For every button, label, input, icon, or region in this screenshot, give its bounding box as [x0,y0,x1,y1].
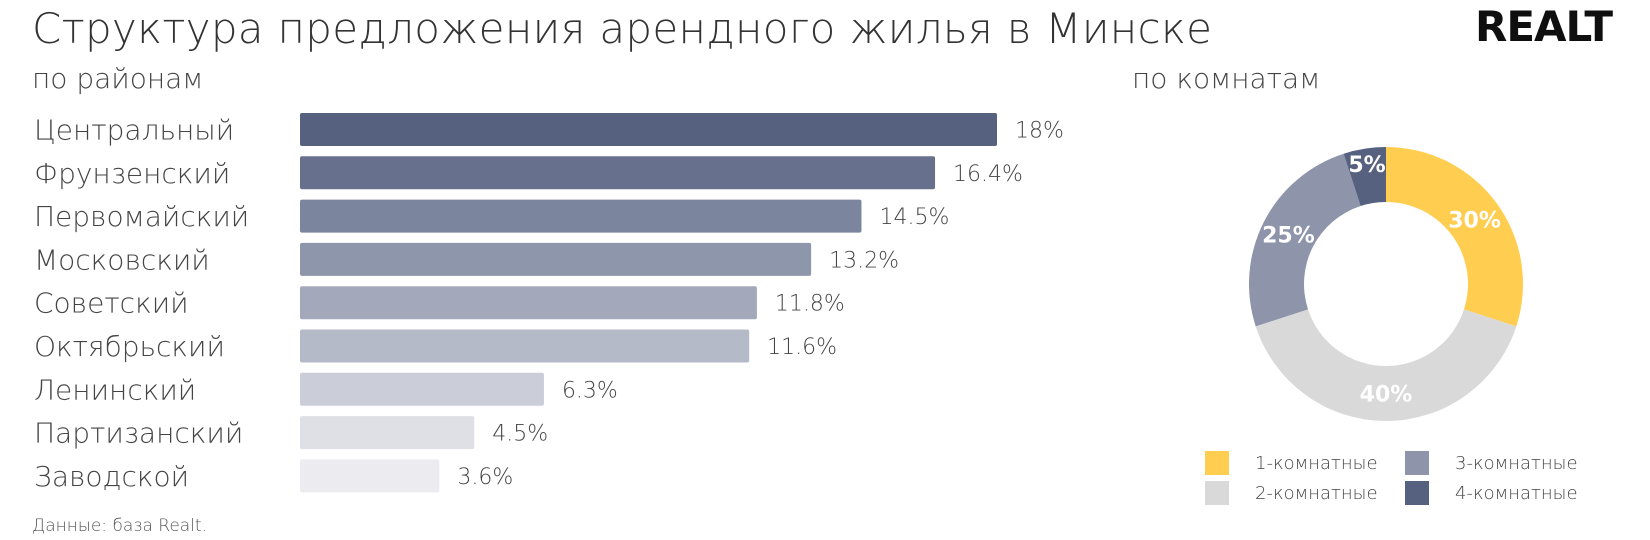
district-value-label: 13.2% [829,248,899,273]
district-label: Партизанский [34,417,243,450]
legend-swatch-3-room [1405,451,1429,475]
donut-slice [1249,153,1361,327]
data-source-note: Данные: база Realt. [32,516,207,536]
district-value-label: 4.5% [492,422,548,447]
district-label: Ленинский [34,373,196,406]
district-bar [300,286,757,320]
district-bar [300,329,750,363]
realt-logo: REALT [1475,2,1613,51]
district-bar [300,113,997,146]
donut-value-label: 30% [1448,209,1501,234]
district-bar [300,372,544,406]
legend-swatch-4-room [1405,481,1429,505]
district-bar [300,199,862,233]
district-label: Заводской [34,460,189,493]
legend-label-3-room: 3-комнатные [1455,452,1578,474]
legend-label-4-room: 4-комнатные [1455,482,1578,504]
district-bar [300,242,812,276]
legend-item-3-room: 3-комнатные [1405,450,1578,476]
districts-subtitle: по районам [32,62,204,95]
legend-swatch-1-room [1205,451,1229,475]
district-value-label: 11.6% [767,335,837,360]
donut-value-label: 5% [1348,153,1385,178]
district-value-label: 3.6% [457,465,513,490]
district-label: Московский [34,243,210,276]
district-bar-chart: Центральный 18% Фрунзенский 16.4% Первомайск… [34,113,1064,493]
donut-slice [1343,147,1386,207]
legend-swatch-2-room [1205,481,1229,505]
district-label: Первомайский [34,200,249,233]
legend-item-4-room: 4-комнатные [1405,480,1578,506]
rooms-legend: 1-комнатные 2-комнатные 3-комнатные 4-ко… [1205,450,1635,510]
donut-value-label: 40% [1360,383,1413,408]
district-label: Фрунзенский [34,157,230,190]
district-value-label: 14.5% [879,205,949,230]
district-bar [300,459,440,493]
district-label: Октябрьский [34,330,225,363]
district-bar [300,416,475,450]
legend-item-1-room: 1-комнатные [1205,450,1378,476]
district-value-label: 11.8% [775,292,845,317]
legend-label-1-room: 1-комнатные [1255,452,1378,474]
chart-title: Структура предложения арендного жилья в … [32,4,1213,53]
legend-item-2-room: 2-комнатные [1205,480,1378,506]
district-bar [300,156,936,190]
district-label: Советский [34,287,189,320]
donut-slice [1255,309,1517,422]
district-value-label: 18% [1015,119,1064,144]
donut-value-label: 25% [1262,223,1315,248]
legend-label-2-room: 2-комнатные [1255,482,1378,504]
district-value-label: 16.4% [953,162,1023,187]
district-value-label: 6.3% [562,378,618,403]
district-label: Центральный [34,114,234,147]
rooms-subtitle: по комнатам [1132,62,1321,95]
donut-slice [1385,147,1524,327]
